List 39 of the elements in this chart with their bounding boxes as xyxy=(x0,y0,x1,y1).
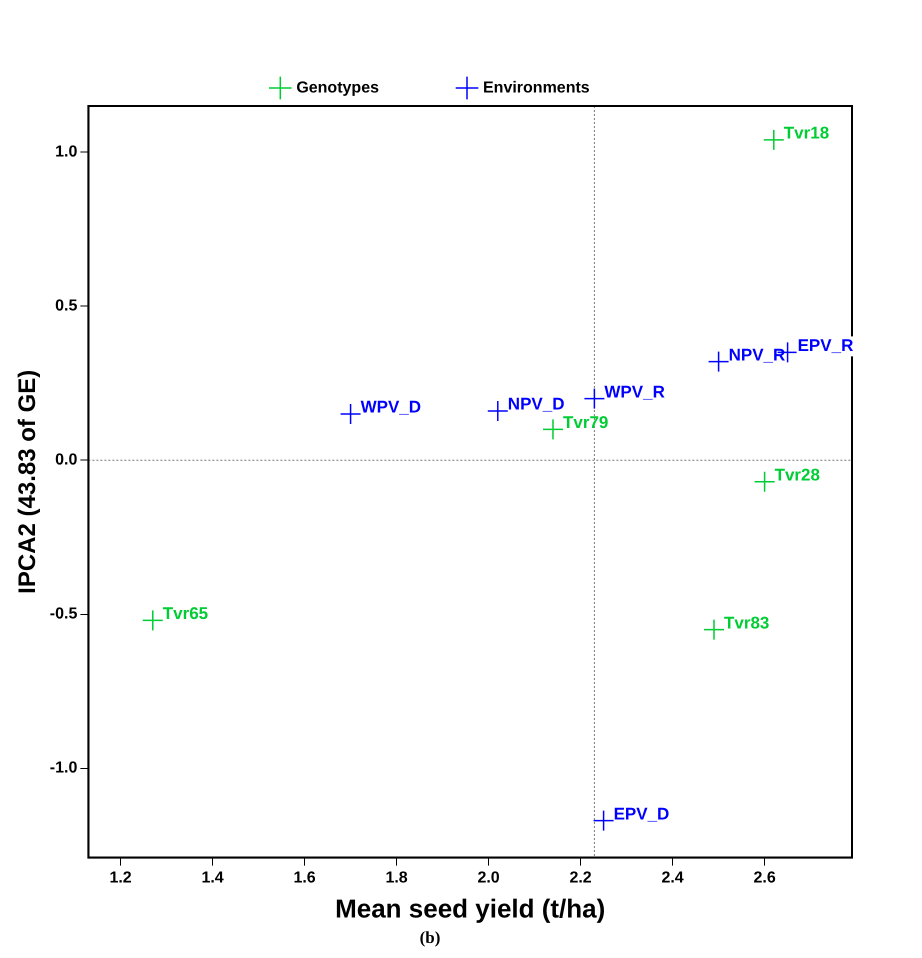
x-tick-label: 1.6 xyxy=(293,870,316,887)
annotation: Tvr65 xyxy=(162,604,208,624)
y-tick-label: 0.0 xyxy=(55,452,78,469)
y-axis-title: IPCA2 (43.83 of GE) xyxy=(14,370,42,594)
text: (b) xyxy=(418,928,442,948)
point xyxy=(763,129,785,151)
annotation: Tvr83 xyxy=(724,613,770,632)
point xyxy=(754,471,776,493)
point xyxy=(708,350,730,372)
annotation: NPV_R xyxy=(728,345,786,364)
annotation: Tvr79 xyxy=(562,413,608,432)
y-tick-label: -1.0 xyxy=(50,760,78,777)
x-tick-label: 2.0 xyxy=(477,870,500,887)
annotation: NPV_D xyxy=(508,394,564,414)
y-tick-label: 0.5 xyxy=(55,298,78,315)
x-tick-label: 2.6 xyxy=(753,870,776,887)
x-axis-title: Mean seed yield (t/ha) xyxy=(335,894,606,924)
x-tick-label: 1.8 xyxy=(385,870,408,887)
point xyxy=(340,403,362,425)
point xyxy=(703,618,725,640)
x-tick-label: 1.2 xyxy=(109,870,132,887)
annotation: WPV_D xyxy=(360,398,422,417)
y-tick-label: 1.0 xyxy=(55,144,78,161)
x-tick-label: 2.4 xyxy=(661,870,684,887)
legend-label: Environments xyxy=(483,79,590,96)
point xyxy=(542,418,564,440)
annotation: WPV_R xyxy=(604,382,665,402)
annotation: EPV_D xyxy=(614,804,670,824)
point xyxy=(142,610,164,632)
annotation: Tvr28 xyxy=(774,465,820,484)
y-tick-label: -0.5 xyxy=(50,606,78,623)
annotation: Tvr18 xyxy=(784,124,830,143)
annotation: EPV_R xyxy=(798,336,854,356)
x-tick-label: 1.4 xyxy=(201,870,224,887)
point xyxy=(584,388,606,410)
point xyxy=(592,810,614,832)
legend-label: Genotypes xyxy=(296,79,380,96)
x-tick-label: 2.2 xyxy=(569,870,592,887)
point xyxy=(487,400,509,422)
